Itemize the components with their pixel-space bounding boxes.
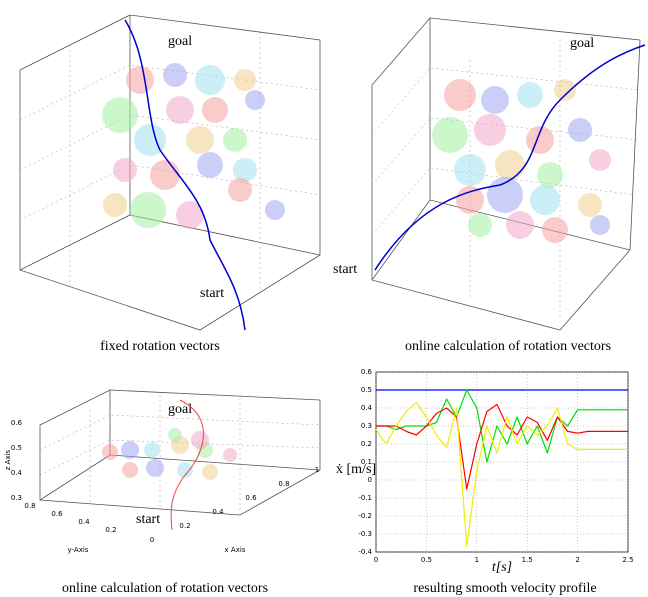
- sphere: [223, 128, 247, 152]
- sphere: [102, 444, 118, 460]
- sphere: [166, 96, 194, 124]
- sphere: [228, 178, 252, 202]
- caption: resulting smooth velocity profile: [413, 581, 596, 596]
- sphere: [481, 86, 509, 114]
- start-label: start: [136, 512, 160, 527]
- y-axis-label: y-Axis: [68, 546, 89, 554]
- sphere: [202, 97, 228, 123]
- sphere: [265, 200, 285, 220]
- y-tick-label: -0.4: [358, 548, 372, 556]
- sphere: [542, 217, 568, 243]
- panel-online-small: goal start z Axis y-Axis x Axis online c…: [4, 390, 320, 596]
- caption: online calculation of rotation vectors: [62, 581, 268, 596]
- y-tick-label: 0.8: [24, 502, 35, 510]
- figure: goal start fixed rotation vectors goal s…: [0, 0, 648, 597]
- sphere: [186, 126, 214, 154]
- x-tick-label: 0: [374, 556, 378, 564]
- y-tick-label: 0.2: [105, 526, 116, 534]
- x-axis-label: x Axis: [225, 546, 246, 554]
- sphere: [245, 90, 265, 110]
- y-axis-label: ẋ [m/s]: [336, 462, 376, 477]
- sphere: [578, 193, 602, 217]
- x-tick-label: 2: [575, 556, 579, 564]
- y-tick-label: 0.5: [361, 386, 372, 394]
- sphere: [195, 65, 225, 95]
- goal-label: goal: [570, 36, 594, 51]
- sphere: [146, 459, 164, 477]
- y-tick-label: -0.3: [358, 530, 372, 538]
- panel-velocity: resulting smooth velocity profile -0.4 -0…: [336, 368, 634, 596]
- sphere: [144, 442, 160, 458]
- start-label: start: [333, 262, 357, 277]
- sphere: [589, 149, 611, 171]
- caption: fixed rotation vectors: [100, 339, 220, 354]
- sphere: [197, 152, 223, 178]
- sphere: [223, 448, 237, 462]
- sphere: [130, 192, 166, 228]
- sphere: [163, 63, 187, 87]
- x-tick-label: 1: [315, 466, 319, 474]
- y-tick-label: 0.6: [361, 368, 373, 376]
- y-tick-label: -0.1: [358, 494, 372, 502]
- sphere: [191, 431, 209, 449]
- sphere: [234, 69, 256, 91]
- goal-label: goal: [168, 402, 192, 417]
- x-tick-label: 0.8: [278, 480, 289, 488]
- sphere: [537, 162, 563, 188]
- x-axis-label: t[s]: [492, 560, 512, 575]
- x-tick-label: 0.5: [421, 556, 432, 564]
- sphere: [495, 150, 525, 180]
- x-tick-label: 0.6: [245, 494, 257, 502]
- x-tick-label: 0.4: [212, 508, 224, 516]
- sphere: [456, 186, 484, 214]
- sphere: [122, 462, 138, 478]
- x-tick-label: 1.5: [522, 556, 533, 564]
- x-tick-label: 0: [150, 536, 154, 544]
- sphere: [468, 213, 492, 237]
- y-tick-label: 0.4: [78, 518, 90, 526]
- sphere: [126, 66, 154, 94]
- sphere: [590, 215, 610, 235]
- y-tick-label: 0.6: [51, 510, 63, 518]
- sphere: [150, 160, 180, 190]
- caption: online calculation of rotation vectors: [405, 339, 611, 354]
- y-tick-label: 0.4: [361, 404, 373, 412]
- z-axis-label: z Axis: [4, 449, 12, 470]
- x-tick-label: 1: [475, 556, 479, 564]
- sphere: [444, 79, 476, 111]
- sphere: [113, 158, 137, 182]
- x-tick-label: 0.2: [179, 522, 190, 530]
- sphere: [168, 428, 182, 442]
- sphere: [103, 193, 127, 217]
- sphere: [530, 185, 560, 215]
- y-tick-label: 0.2: [361, 440, 372, 448]
- start-label: start: [200, 286, 224, 301]
- sphere: [568, 118, 592, 142]
- y-tick-label: -0.2: [358, 512, 372, 520]
- x-tick-label: 2.5: [622, 556, 633, 564]
- sphere: [506, 211, 534, 239]
- sphere: [432, 117, 468, 153]
- sphere: [121, 441, 139, 459]
- sphere: [474, 114, 506, 146]
- sphere: [233, 158, 257, 182]
- z-tick-label: 0.6: [11, 419, 23, 427]
- sphere: [517, 82, 543, 108]
- sphere: [554, 79, 576, 101]
- sphere: [102, 97, 138, 133]
- panel-online: goal start online calculation of rotatio…: [333, 18, 645, 354]
- y-tick-label: 0.3: [361, 422, 372, 430]
- sphere: [202, 464, 218, 480]
- sphere: [454, 154, 486, 186]
- z-tick-label: 0.5: [11, 444, 22, 452]
- panel-fixed: goal start fixed rotation vectors: [20, 15, 320, 354]
- goal-label: goal: [168, 34, 192, 49]
- z-tick-label: 0.4: [11, 469, 23, 477]
- z-tick-label: 0.3: [11, 494, 22, 502]
